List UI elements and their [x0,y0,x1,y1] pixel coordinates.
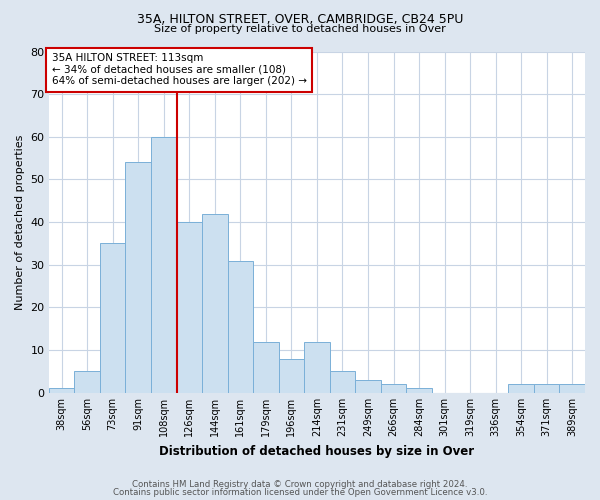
X-axis label: Distribution of detached houses by size in Over: Distribution of detached houses by size … [160,444,475,458]
Bar [278,358,304,393]
Text: Size of property relative to detached houses in Over: Size of property relative to detached ho… [154,24,446,34]
Text: Contains HM Land Registry data © Crown copyright and database right 2024.: Contains HM Land Registry data © Crown c… [132,480,468,489]
Bar [151,137,176,393]
Bar [304,342,329,393]
Bar [534,384,559,393]
Bar [74,372,100,393]
Text: Contains public sector information licensed under the Open Government Licence v3: Contains public sector information licen… [113,488,487,497]
Bar [125,162,151,393]
Bar [202,214,227,393]
Text: 35A HILTON STREET: 113sqm
← 34% of detached houses are smaller (108)
64% of semi: 35A HILTON STREET: 113sqm ← 34% of detac… [52,53,307,86]
Bar [227,260,253,393]
Text: 35A, HILTON STREET, OVER, CAMBRIDGE, CB24 5PU: 35A, HILTON STREET, OVER, CAMBRIDGE, CB2… [137,12,463,26]
Bar [253,342,278,393]
Bar [176,222,202,393]
Bar [100,244,125,393]
Bar [559,384,585,393]
Bar [355,380,381,393]
Bar [381,384,406,393]
Bar [329,372,355,393]
Bar [406,388,432,393]
Y-axis label: Number of detached properties: Number of detached properties [15,134,25,310]
Bar [49,388,74,393]
Bar [508,384,534,393]
